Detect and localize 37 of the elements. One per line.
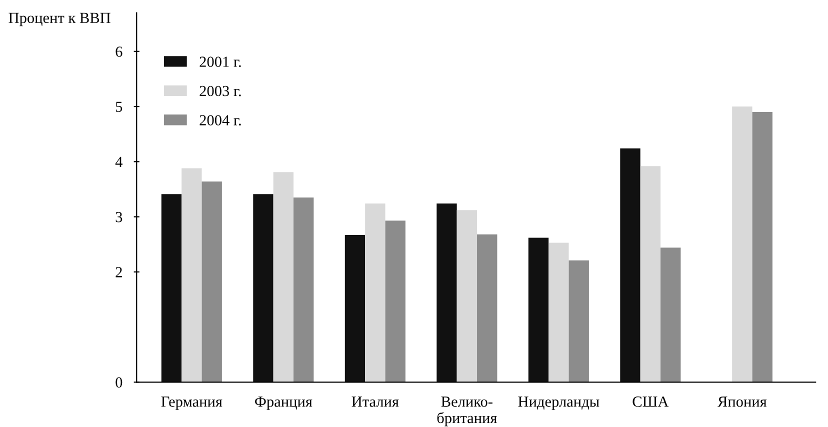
x-tick-label: США [632, 396, 669, 407]
y-axis-title: Процент к ВВП [8, 12, 110, 26]
bar [344, 234, 366, 382]
bar [456, 210, 478, 382]
x-tick-label: Нидерланды [518, 396, 600, 410]
bar [528, 238, 549, 382]
y-tick-label: 2 [116, 267, 122, 278]
legend-label: 2004 г. [200, 115, 241, 126]
bar [294, 197, 314, 382]
bar [436, 204, 457, 382]
bar [640, 166, 661, 382]
x-tick-label: Япония [718, 396, 767, 407]
bar [253, 194, 274, 382]
x-tick-label: Велико- британия [437, 396, 497, 426]
bar [752, 112, 772, 382]
y-tick-label: 4 [115, 156, 122, 167]
y-tick-label: 6 [116, 46, 122, 57]
bar [477, 234, 498, 382]
x-tick-label: Германия [161, 396, 222, 410]
bar [568, 260, 589, 382]
legend-label: 2001 г. [200, 56, 241, 68]
bar [385, 220, 406, 382]
bar [548, 242, 569, 382]
bar [161, 194, 182, 382]
bar [273, 172, 294, 382]
bar [660, 248, 681, 382]
y-tick-label: 5 [116, 102, 122, 112]
bar [202, 182, 222, 382]
bar [732, 106, 752, 382]
legend-label: 2003 г. [200, 86, 241, 96]
bar [182, 168, 202, 382]
bar [365, 204, 386, 382]
y-tick-label: 3 [116, 212, 122, 222]
x-tick-label: Франция [255, 396, 312, 410]
x-tick-label: Италия [352, 396, 399, 407]
bar [620, 148, 640, 382]
y-tick-label: 0 [116, 377, 122, 388]
